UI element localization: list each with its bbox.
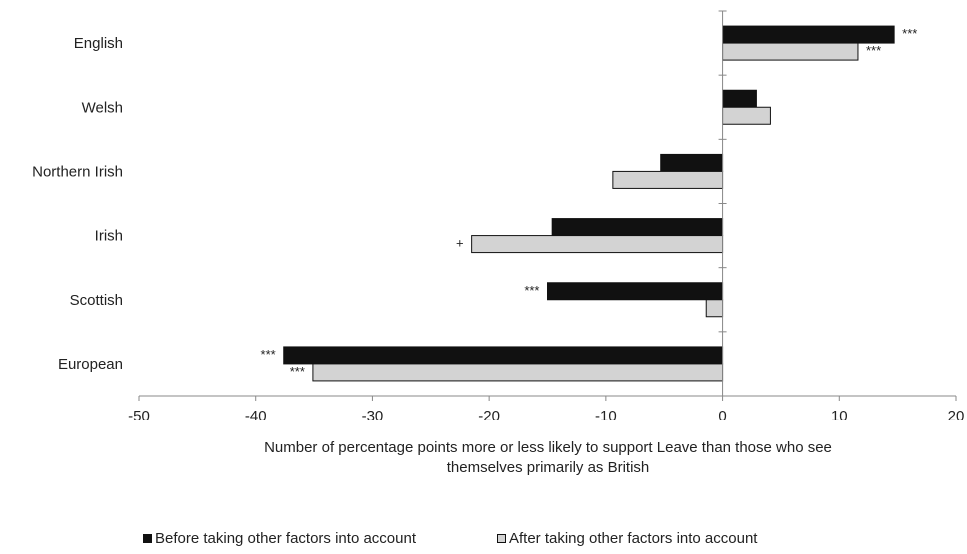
category-label: Welsh [82, 99, 123, 116]
significance-marker: *** [290, 364, 305, 379]
bars [283, 25, 895, 382]
x-tick-label: -40 [245, 408, 267, 420]
bar-after [312, 363, 724, 382]
x-tick-labels: -50 -40 -30 -20 -10 0 10 20 [128, 408, 964, 420]
x-axis-label-line-2: themselves primarily as British [446, 459, 650, 476]
legend-label-before: Before taking other factors into account [155, 530, 416, 547]
significance-marker: *** [524, 283, 539, 298]
legend-item-before: Before taking other factors into account [143, 530, 416, 547]
significance-marker: *** [261, 347, 276, 362]
bar-before [547, 282, 724, 301]
bar-before [283, 346, 724, 365]
bar-after [612, 170, 724, 189]
legend-item-after: After taking other factors into account [497, 530, 757, 547]
significance-annotations: *** *** + *** *** *** [261, 26, 918, 379]
legend-swatch-before [143, 534, 152, 543]
category-label: English [74, 35, 123, 52]
category-label: Northern Irish [32, 163, 123, 180]
bar-chart: English Welsh Northern Irish Irish Scottish E… [32, 10, 964, 420]
category-label: European [58, 356, 123, 373]
x-axis-label-line-1: Number of percentage points more or less… [264, 439, 832, 456]
x-tick-label: 20 [948, 408, 965, 420]
legend-label-after: After taking other factors into account [509, 530, 758, 547]
bar-before [722, 89, 757, 108]
x-tick-label: -20 [478, 408, 500, 420]
x-tick-label: -50 [128, 408, 150, 420]
axes [138, 10, 957, 401]
bar-after [722, 106, 771, 125]
legend-swatch-after [497, 534, 506, 543]
x-tick-label: -30 [362, 408, 384, 420]
significance-marker: *** [902, 26, 917, 41]
category-labels: English Welsh Northern Irish Irish Scottish E… [32, 35, 123, 373]
significance-marker: + [456, 236, 464, 251]
x-axis-label: Number of percentage points more or less… [140, 438, 956, 478]
category-label: Scottish [70, 292, 123, 309]
bar-before [551, 218, 724, 237]
bar-before [660, 153, 724, 172]
x-tick-label: -10 [595, 408, 617, 420]
significance-marker: *** [866, 43, 881, 58]
legend: Before taking other factors into account… [0, 530, 967, 552]
bar-before [722, 25, 895, 44]
bar-after [471, 235, 724, 254]
x-tick-label: 10 [831, 408, 848, 420]
category-label: Irish [95, 228, 123, 245]
x-tick-label: 0 [718, 408, 726, 420]
bar-after [705, 299, 724, 318]
bar-after [722, 42, 859, 61]
